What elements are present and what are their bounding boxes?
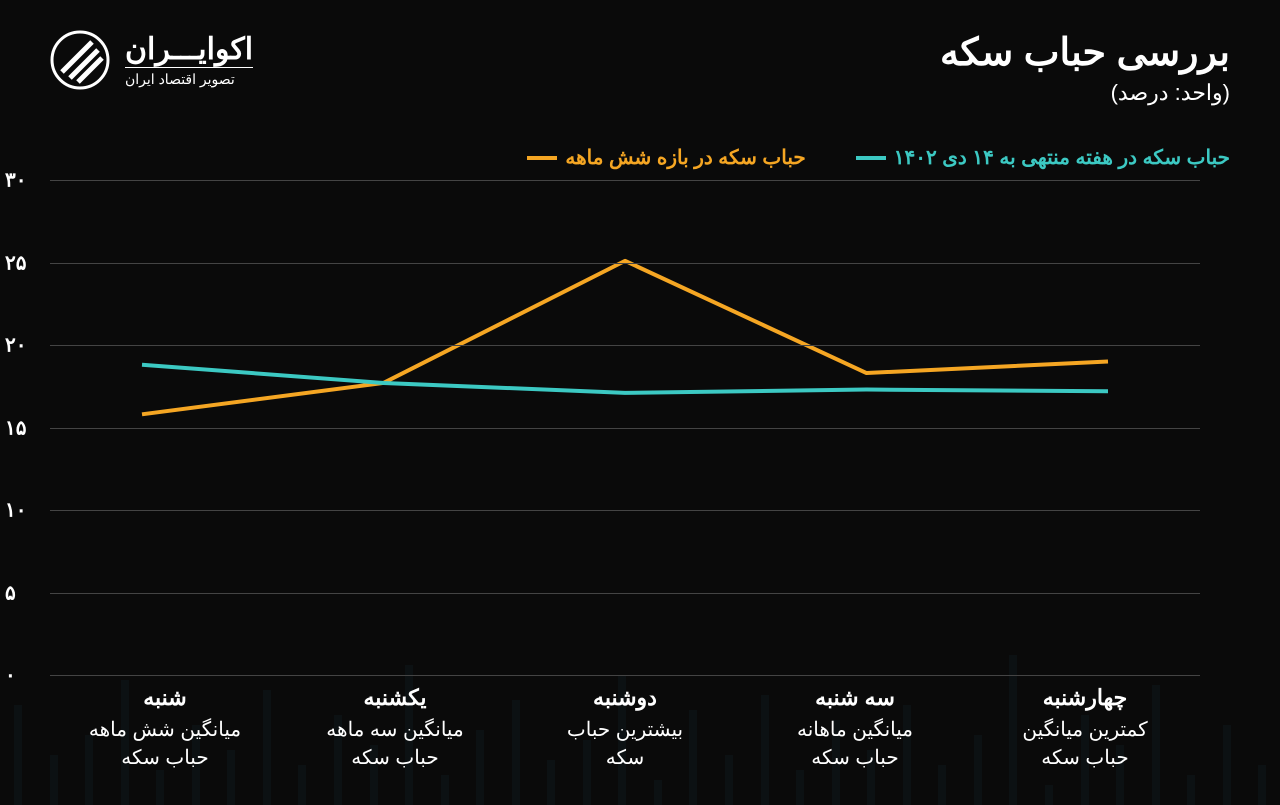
x-desc-line: حباب سکه [50, 744, 280, 772]
chart-plot-area: ۰۵۱۰۱۵۲۰۲۵۳۰ [50, 180, 1200, 675]
gridline [50, 345, 1200, 346]
x-day-label: شنبه [50, 685, 280, 711]
logo-main-text: اکوایـــران [125, 32, 253, 67]
x-category: سه شنبه میانگین ماهانهحباب سکه [740, 685, 970, 785]
y-tick-label: ۰ [5, 663, 16, 688]
y-tick-label: ۲۵ [5, 250, 26, 275]
x-category: دوشنبه بیشترین حبابسکه [510, 685, 740, 785]
gridline [50, 428, 1200, 429]
legend-series2: حباب سکه در بازه شش ماهه [527, 145, 805, 170]
legend-label-1: حباب سکه در هفته منتهی به ۱۴ دی ۱۴۰۲ [894, 145, 1230, 170]
x-category: شنبه میانگین شش ماههحباب سکه [50, 685, 280, 785]
x-desc-line: بیشترین حباب [510, 716, 740, 744]
brand-logo: اکوایـــران تصویر اقتصاد ایران [50, 30, 253, 90]
x-desc-line: حباب سکه [740, 744, 970, 772]
y-tick-label: ۲۰ [5, 333, 26, 358]
chart-legend: حباب سکه در هفته منتهی به ۱۴ دی ۱۴۰۲ حبا… [527, 145, 1230, 170]
x-desc-line: میانگین سه ماهه [280, 716, 510, 744]
x-axis-labels: شنبهمیانگین شش ماههحباب سکهیکشنبهمیانگین… [50, 685, 1200, 785]
legend-dash-1 [856, 156, 886, 160]
x-category: چهارشنبه کمترین میانگینحباب سکه [970, 685, 1200, 785]
y-tick-label: ۱۵ [5, 415, 26, 440]
y-tick-label: ۱۰ [5, 498, 26, 523]
chart-title: بررسی حباب سکه [940, 30, 1230, 75]
legend-series1: حباب سکه در هفته منتهی به ۱۴ دی ۱۴۰۲ [856, 145, 1230, 170]
x-desc-line: میانگین ماهانه [740, 716, 970, 744]
x-day-label: سه شنبه [740, 685, 970, 711]
gridline [50, 593, 1200, 594]
legend-dash-2 [527, 156, 557, 160]
chart-subtitle: (واحد: درصد) [940, 80, 1230, 106]
x-desc-line: کمترین میانگین [970, 716, 1200, 744]
x-desc-line: میانگین شش ماهه [50, 716, 280, 744]
y-tick-label: ۳۰ [5, 168, 26, 193]
logo-sub-text: تصویر اقتصاد ایران [125, 67, 253, 88]
gridline [50, 675, 1200, 676]
x-day-label: یکشنبه [280, 685, 510, 711]
x-desc-line: حباب سکه [280, 744, 510, 772]
x-day-label: دوشنبه [510, 685, 740, 711]
gridline [50, 180, 1200, 181]
legend-label-2: حباب سکه در بازه شش ماهه [565, 145, 805, 170]
x-day-label: چهارشنبه [970, 685, 1200, 711]
gridline [50, 263, 1200, 264]
x-category: یکشنبه میانگین سه ماههحباب سکه [280, 685, 510, 785]
y-tick-label: ۵ [5, 580, 16, 605]
x-desc-line: سکه [510, 744, 740, 772]
x-desc-line: حباب سکه [970, 744, 1200, 772]
chart-header: بررسی حباب سکه (واحد: درصد) [940, 30, 1230, 106]
logo-icon [50, 30, 110, 90]
gridline [50, 510, 1200, 511]
